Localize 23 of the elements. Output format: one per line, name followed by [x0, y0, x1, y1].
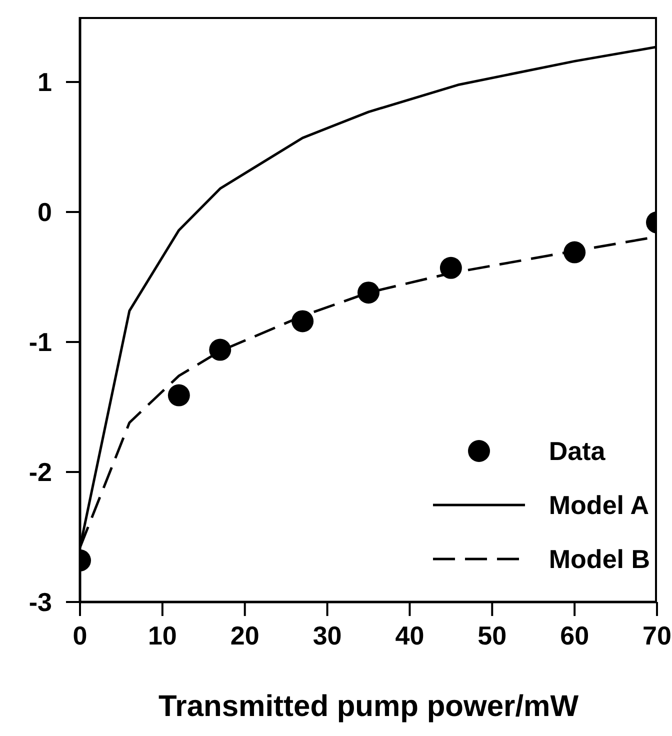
x-tick-label: 60 — [560, 620, 590, 650]
point — [209, 338, 232, 361]
x-tick-label: 0 — [72, 620, 88, 650]
y-tick-label: -3 — [28, 587, 52, 618]
x-axis-title: Transmitted pump power/mW — [158, 690, 580, 723]
x-tick-label: 10 — [148, 620, 177, 650]
point — [292, 310, 314, 332]
point — [440, 256, 462, 279]
x-tick-label: 70 — [642, 620, 672, 650]
legend-label: Model A — [548, 490, 650, 520]
point — [564, 241, 586, 264]
x-tick-label: 40 — [395, 620, 424, 650]
y-tick-label: -1 — [28, 327, 52, 358]
y-tick-label: 0 — [38, 197, 52, 228]
x-tick-label: 30 — [312, 620, 342, 650]
y-tick-label: 1 — [38, 67, 52, 98]
legend-label: Data — [548, 436, 606, 466]
y-tick-label: -2 — [28, 457, 52, 488]
x-tick-label: 20 — [230, 620, 260, 650]
point — [358, 282, 380, 304]
x-tick-label: 50 — [478, 620, 507, 650]
point — [168, 384, 190, 406]
legend-label: Model B — [548, 544, 650, 574]
